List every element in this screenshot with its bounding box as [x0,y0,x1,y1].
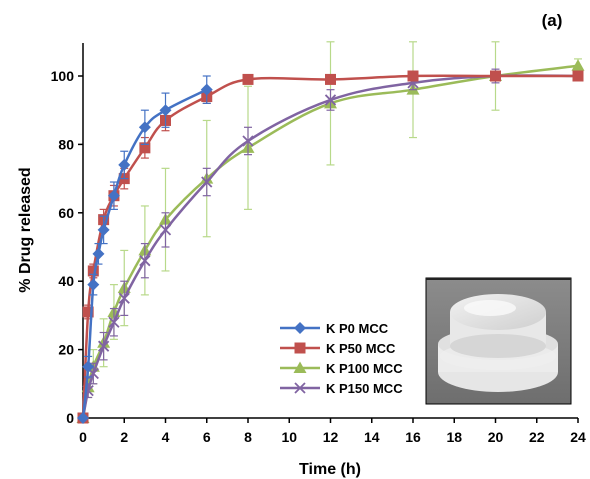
data-point [92,247,105,260]
x-tick-label: 20 [488,429,504,445]
data-point [572,70,584,82]
data-point [324,94,337,106]
x-tick-label: 16 [405,429,421,445]
data-point [200,83,213,96]
x-tick-label: 6 [203,429,211,445]
series-line [81,88,208,419]
x-tick-label: 14 [364,429,380,445]
data-point [82,360,95,373]
legend-item: K P0 MCC [280,321,389,336]
legend-item: K P100 MCC [280,361,403,376]
x-tick-label: 22 [529,429,545,445]
data-point [325,73,336,85]
data-point [107,189,120,202]
legend-marker [294,342,306,354]
data-point [490,70,501,82]
data-point [407,70,419,82]
legend-label: K P50 MCC [326,341,396,356]
y-tick-label: 80 [58,136,74,152]
legend-item: K P50 MCC [280,341,396,356]
data-point [87,278,100,291]
legend-item: K P150 MCC [280,381,403,396]
x-tick-label: 0 [79,429,87,445]
legend-marker [293,361,307,373]
data-point [138,121,151,134]
data-point [108,316,120,328]
data-point [87,265,99,277]
x-ticks: 0 2 4 6 8 10 12 14 16 18 20 22 24 [79,418,586,445]
x-tick-label: 4 [162,429,170,445]
legend-label: K P100 MCC [326,361,403,376]
y-tick-label: 100 [51,68,75,84]
x-tick-label: 18 [446,429,462,445]
tablet-photo [425,277,572,405]
data-point [77,412,89,424]
x-axis-title: Time (h) [299,461,361,478]
data-point [82,306,94,318]
legend-label: K P150 MCC [326,381,403,396]
data-point [242,135,254,147]
y-tick-label: 20 [58,342,74,358]
y-axis-title: % Drug released [17,167,34,292]
y-ticks: 0 20 40 60 80 100 [51,68,83,426]
data-point [139,255,151,267]
legend: K P0 MCC K P50 MCC K P100 MCC K P150 MCC [280,321,403,396]
y-tick-label: 40 [58,273,74,289]
data-point [242,73,254,85]
legend-label: K P0 MCC [326,321,389,336]
data-point [118,158,131,171]
legend-marker [294,322,306,334]
y-tick-label: 0 [66,410,74,426]
x-tick-label: 2 [120,429,128,445]
data-point [571,59,585,71]
data-point [159,104,172,117]
data-point [97,223,110,236]
x-tick-label: 8 [244,429,252,445]
series-layer [76,41,585,424]
data-point [97,340,110,352]
data-point [118,292,130,304]
series-k-p0-mcc [77,75,213,424]
legend-marker [294,382,306,394]
data-point [139,142,151,154]
panel-label: (a) [542,11,563,30]
x-tick-label: 10 [281,429,297,445]
x-tick-label: 12 [323,429,339,445]
data-point [201,176,213,188]
data-point [159,224,172,236]
x-tick-label: 24 [570,429,586,445]
y-tick-label: 60 [58,205,74,221]
